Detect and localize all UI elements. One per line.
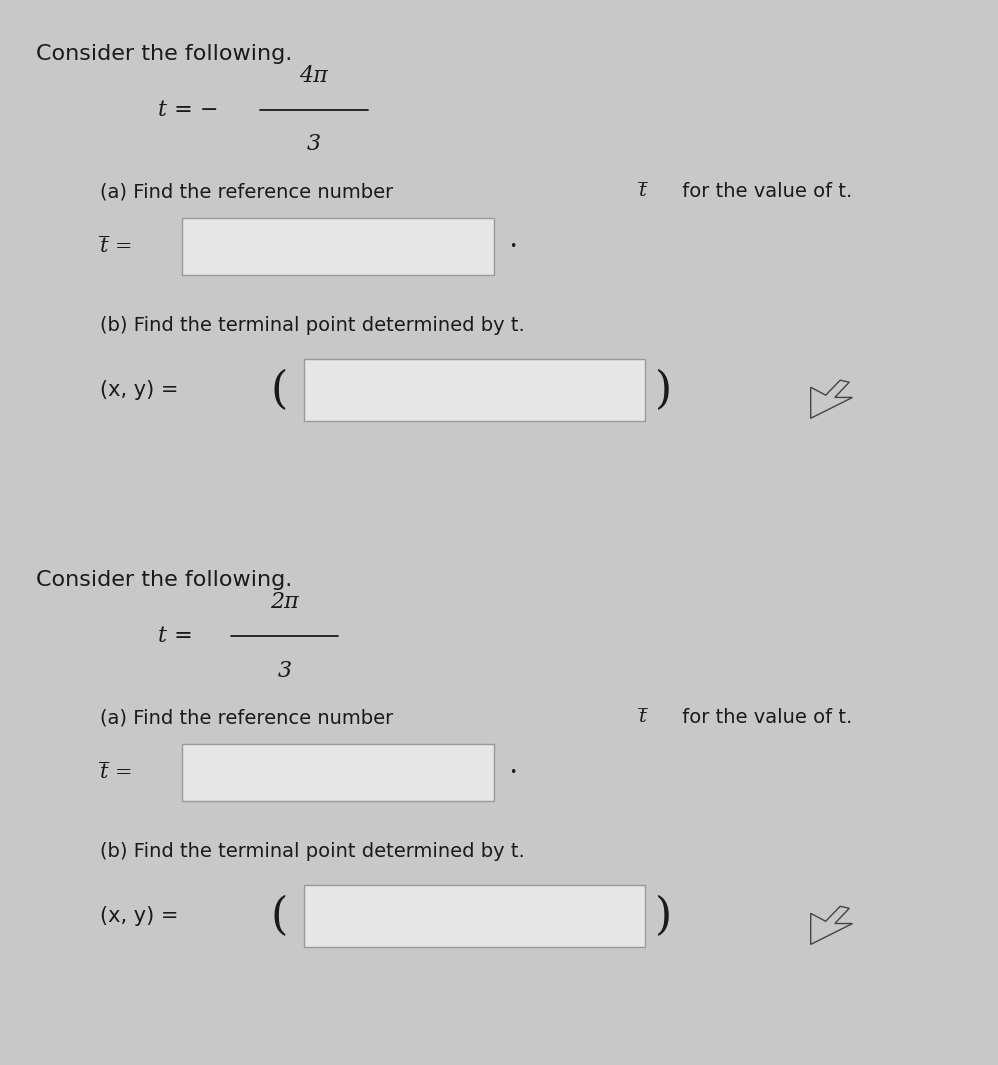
Text: •: • xyxy=(509,766,516,779)
Text: Consider the following.: Consider the following. xyxy=(36,570,292,590)
Text: 3: 3 xyxy=(277,659,291,682)
Text: (b) Find the terminal point determined by t.: (b) Find the terminal point determined b… xyxy=(100,315,524,334)
Text: (x, y) =: (x, y) = xyxy=(100,906,178,927)
Text: t̅ =: t̅ = xyxy=(100,236,132,256)
Text: ): ) xyxy=(655,368,672,412)
Text: ): ) xyxy=(655,895,672,938)
Text: 4π: 4π xyxy=(299,65,328,87)
Text: for the value of t.: for the value of t. xyxy=(677,708,852,727)
Text: (b) Find the terminal point determined by t.: (b) Find the terminal point determined b… xyxy=(100,841,524,861)
FancyBboxPatch shape xyxy=(183,744,494,801)
Text: t̅: t̅ xyxy=(641,182,648,200)
Text: (a) Find the reference number: (a) Find the reference number xyxy=(100,708,399,727)
Text: t̅ =: t̅ = xyxy=(100,763,132,782)
Text: 3: 3 xyxy=(306,133,321,155)
Text: Consider the following.: Consider the following. xyxy=(36,44,292,64)
FancyBboxPatch shape xyxy=(183,218,494,275)
Text: (: ( xyxy=(270,895,287,938)
FancyBboxPatch shape xyxy=(304,359,645,421)
Text: •: • xyxy=(509,240,516,252)
Text: 2π: 2π xyxy=(270,591,299,613)
Text: t =: t = xyxy=(158,625,200,648)
Text: (: ( xyxy=(270,368,287,412)
Text: (a) Find the reference number: (a) Find the reference number xyxy=(100,182,399,201)
FancyBboxPatch shape xyxy=(304,885,645,947)
Text: for the value of t.: for the value of t. xyxy=(677,182,852,201)
Text: t = −: t = − xyxy=(158,99,219,121)
Text: t̅: t̅ xyxy=(641,708,648,726)
Text: (x, y) =: (x, y) = xyxy=(100,380,178,400)
